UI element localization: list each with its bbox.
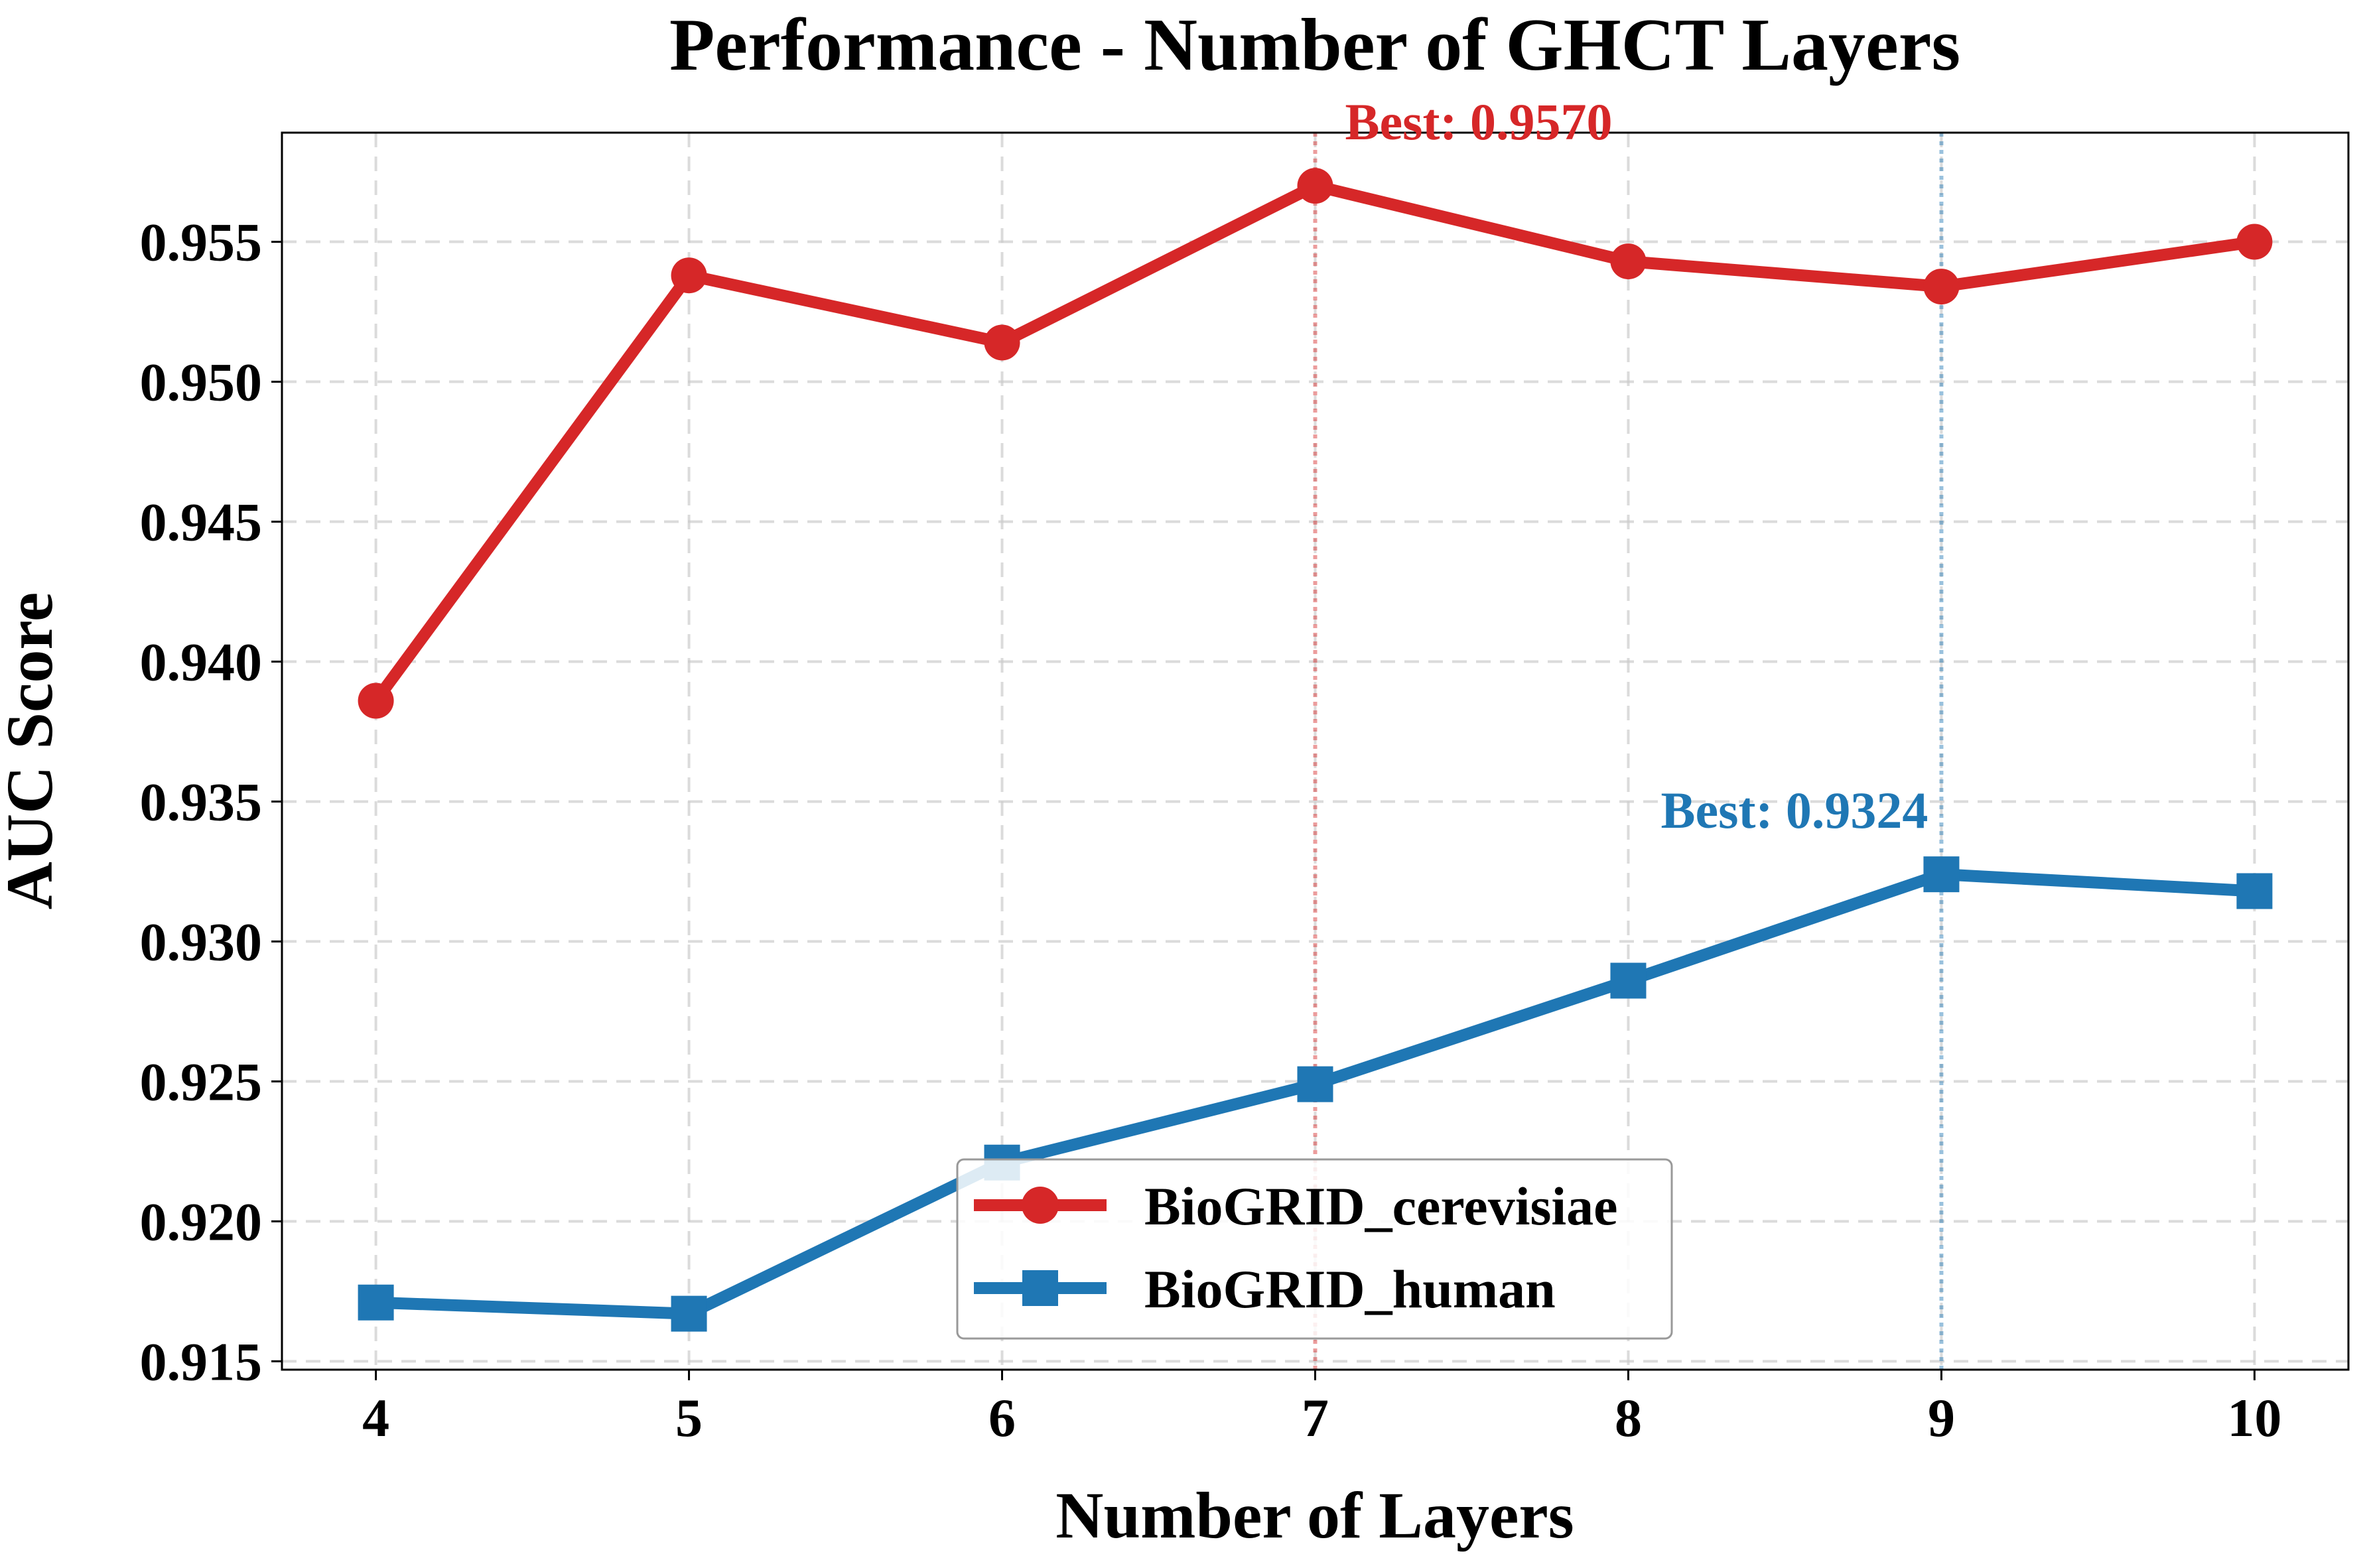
data-point-cerevisiae xyxy=(671,257,707,294)
data-point-human xyxy=(358,1284,394,1321)
legend-swatch-marker-human xyxy=(1022,1270,1058,1306)
x-tick-label: 6 xyxy=(988,1388,1016,1448)
legend: BioGRID_cerevisiae BioGRID_human xyxy=(956,1158,1673,1340)
best-annotation-cerevisiae: Best: 0.9570 xyxy=(1345,93,1613,151)
y-tick-label: 0.930 xyxy=(140,911,263,972)
x-tick-label: 7 xyxy=(1302,1388,1329,1448)
best-annotation-human: Best: 0.9324 xyxy=(1660,781,1928,839)
data-point-cerevisiae xyxy=(1923,269,1960,305)
y-tick-label: 0.950 xyxy=(140,352,263,413)
annotations: Best: 0.9570 Best: 0.9324 xyxy=(1345,93,1928,839)
y-tick-label: 0.940 xyxy=(140,631,263,692)
legend-frame xyxy=(956,1158,1673,1340)
y-axis-label: AUC Score xyxy=(0,592,66,910)
legend-label-human: BioGRID_human xyxy=(1144,1259,1556,1319)
y-tick-label: 0.945 xyxy=(140,492,263,553)
data-point-human xyxy=(1297,1066,1333,1102)
data-point-human xyxy=(671,1295,707,1332)
y-tick-label: 0.935 xyxy=(140,771,263,832)
data-point-cerevisiae xyxy=(1610,243,1647,280)
x-tick-label: 5 xyxy=(675,1388,703,1448)
x-tick-label: 8 xyxy=(1615,1388,1642,1448)
data-point-human xyxy=(2236,873,2273,909)
series-group xyxy=(358,168,2273,1332)
axis-ticks: 4 5 6 7 8 9 10 0.915 0.920 0.925 0.930 0.935 0.940 0.… xyxy=(140,212,2282,1448)
y-tick-label: 0.915 xyxy=(140,1331,263,1392)
legend-swatch-marker-cerevisiae xyxy=(1022,1187,1059,1224)
data-point-cerevisiae xyxy=(2236,224,2273,260)
legend-label-cerevisiae: BioGRID_cerevisiae xyxy=(1144,1176,1618,1236)
data-point-cerevisiae xyxy=(358,683,394,719)
data-point-cerevisiae xyxy=(984,324,1020,361)
x-tick-label: 10 xyxy=(2227,1388,2281,1448)
data-point-cerevisiae xyxy=(1297,168,1333,204)
chart-title: Performance - Number of GHCT Layers xyxy=(669,4,1960,86)
data-point-human xyxy=(1923,856,1960,893)
y-tick-label: 0.920 xyxy=(140,1191,263,1252)
y-tick-label: 0.925 xyxy=(140,1051,263,1112)
x-axis-label: Number of Layers xyxy=(1055,1478,1574,1552)
data-point-human xyxy=(1610,962,1647,999)
y-tick-label: 0.955 xyxy=(140,212,263,273)
x-tick-label: 9 xyxy=(1928,1388,1955,1448)
x-tick-label: 4 xyxy=(362,1388,389,1448)
